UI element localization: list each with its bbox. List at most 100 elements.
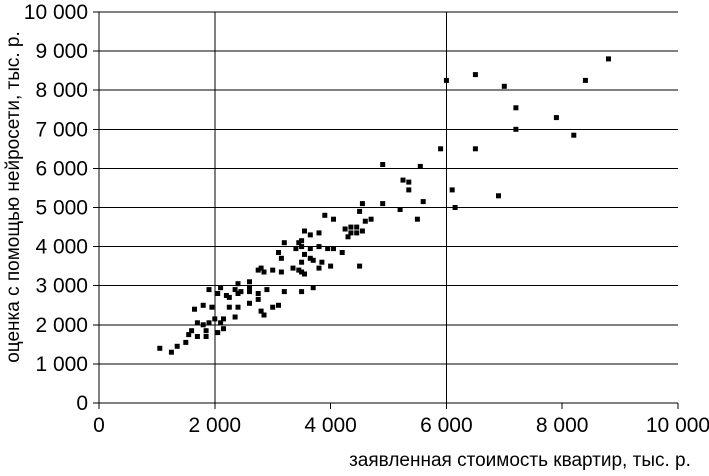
scatter-point [221,316,226,322]
scatter-point [235,291,241,296]
x-tick-label: 6 000 [420,414,473,437]
scatter-point [328,263,334,269]
scatter-point [203,328,209,334]
scatter-point [290,265,296,271]
scatter-point [406,179,412,185]
scatter-point [420,199,426,205]
scatter-point [247,300,252,306]
scatter-point [362,218,368,224]
scatter-point [189,328,195,334]
scatter-point [194,320,200,326]
scatter-point [255,267,261,273]
scatter-point [255,296,261,302]
scatter-point [359,201,365,207]
y-tick-label: 0 [76,392,88,415]
scatter-point [278,269,284,275]
scatter-point [299,259,305,265]
scatter-point [472,146,478,152]
scatter-point [247,285,252,291]
scatter-point [606,56,611,62]
scatter-point [307,232,313,238]
scatter-point [296,240,302,246]
scatter-point [218,320,224,326]
scatter-point [501,83,507,89]
scatter-point [339,250,345,255]
scatter-point [513,105,519,111]
scatter-point [200,322,206,328]
scatter-point [157,345,163,351]
scatter-point [174,343,180,349]
scatter-point [354,230,360,236]
scatter-point [270,304,276,310]
x-tick-label: 4 000 [304,414,357,437]
scatter-point [443,77,449,83]
scatter-point [302,251,307,257]
x-axis-title: заявленная стоимость квартир, тыс. р. [349,450,691,471]
scatter-point [414,216,420,222]
scatter-point [194,334,200,339]
scatter-point [380,162,386,167]
scatter-point [206,287,212,293]
scatter-point [325,246,331,252]
y-tick-label: 9 000 [35,40,88,63]
scatter-point [235,281,241,287]
scatter-point [307,246,313,252]
scatter-point [200,302,206,308]
x-tick-label: 0 [93,414,105,437]
scatter-point [452,205,458,210]
scatter-point [357,208,363,214]
scatter-point [316,230,322,236]
scatter-point [209,304,215,310]
scatter-point [316,244,322,250]
scatter-point [438,146,444,152]
scatter-point [417,163,423,169]
scatter-point [307,255,313,261]
scatter-point [215,291,221,296]
scatter-point [226,304,232,310]
y-tick-label: 7 000 [35,118,88,141]
y-tick-label: 5 000 [35,197,88,220]
scatter-point [449,187,455,193]
scatter-point [258,265,264,271]
scatter-point [571,132,577,138]
scatter-point [276,250,281,255]
scatter-point [302,271,307,277]
scatter-point [331,216,336,222]
scatter-point [168,349,174,355]
scatter-point [278,255,284,261]
scatter-point [472,72,478,78]
scatter-point [310,285,316,291]
scatter-point [400,177,406,183]
y-tick-label: 2 000 [35,314,88,337]
scatter-point [270,267,276,273]
y-tick-label: 6 000 [35,157,88,180]
y-tick-label: 8 000 [35,79,88,102]
scatter-point [264,287,270,293]
scatter-point [235,304,241,310]
scatter-point [380,201,386,207]
scatter-point [299,244,305,250]
scatter-point [342,226,348,232]
scatter-point [359,228,365,234]
scatter-point [322,212,328,218]
scatter-point [261,312,267,318]
scatter-point [345,234,351,240]
y-tick-label: 10 000 [24,1,88,24]
scatter-point [368,216,374,222]
scatter-point [223,293,229,298]
scatter-point [513,126,519,132]
scatter-point [226,294,232,300]
scatter-point [357,263,363,269]
scatter-point [281,289,287,295]
scatter-point [238,289,244,295]
scatter-point [299,269,305,275]
scatter-point [310,257,316,263]
scatter-point [206,320,212,326]
scatter-point [215,330,221,336]
scatter-point [247,279,252,285]
scatter-point [255,291,261,296]
scatter-point [354,224,360,230]
scatter-point [496,193,501,199]
scatter-point [348,230,354,236]
scatter-point [261,269,267,275]
